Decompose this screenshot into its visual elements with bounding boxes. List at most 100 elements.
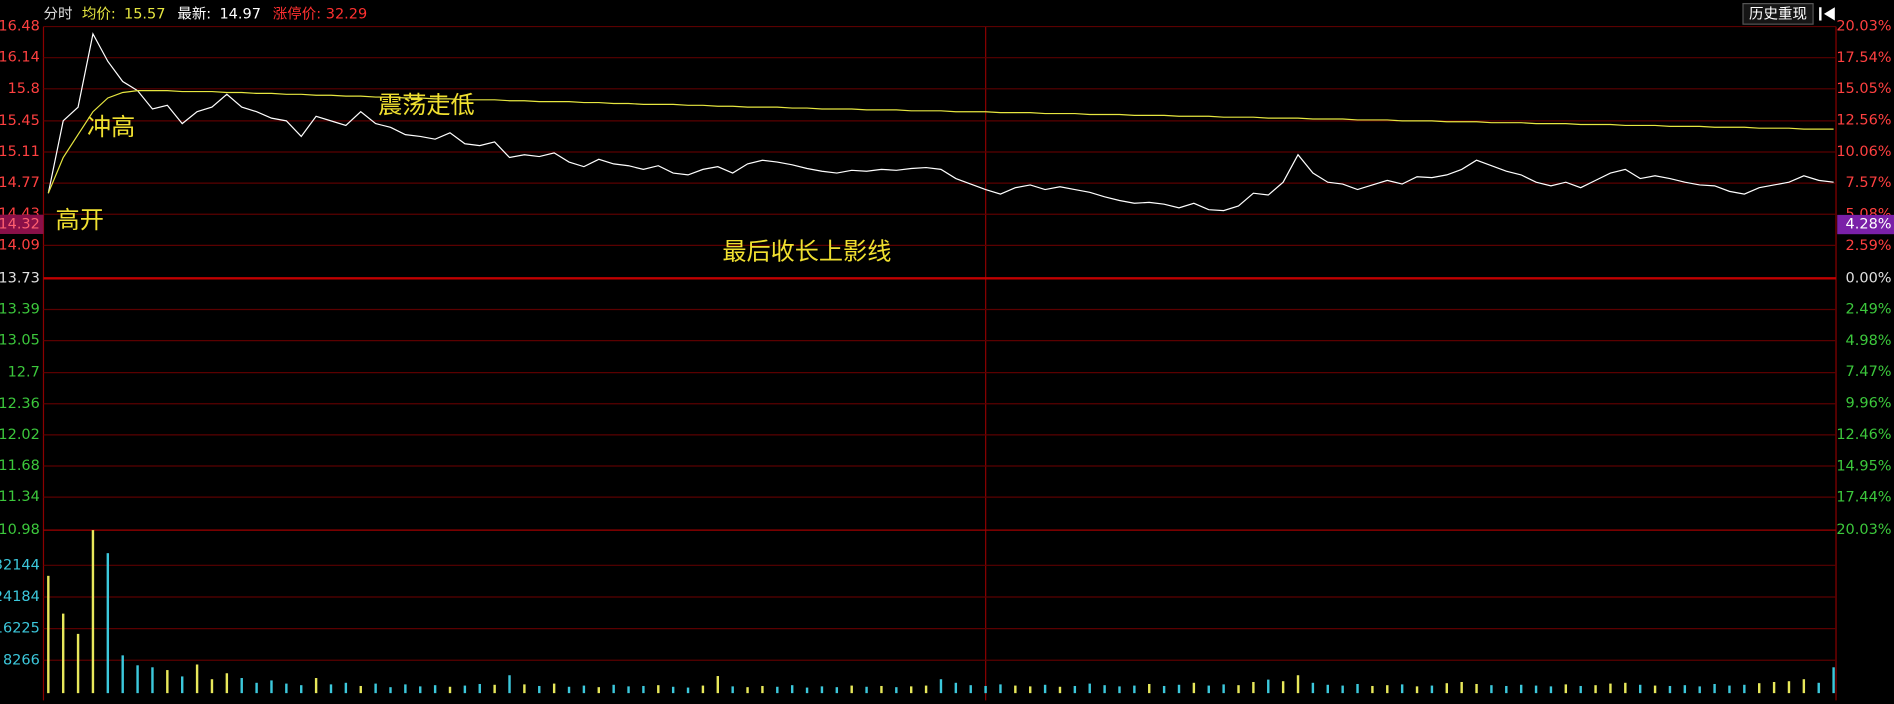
volume-bar: [1832, 667, 1835, 694]
collapse-icon[interactable]: [1819, 7, 1835, 21]
volume-bar: [1638, 684, 1642, 694]
volume-bar: [761, 685, 764, 694]
volume-bar: [1133, 685, 1136, 694]
volume-bar: [1772, 681, 1776, 694]
y-tick-label: 13.05: [0, 333, 40, 349]
volume-bar: [1460, 681, 1463, 694]
y-tick-label: 10.98: [0, 522, 40, 538]
volume-bar: [1683, 685, 1687, 694]
y2-tick-label: 12.46%: [1836, 427, 1891, 443]
volume-bar: [880, 685, 883, 694]
header-label: 分时: [43, 5, 72, 22]
button-label[interactable]: 历史重现: [1749, 5, 1807, 22]
volume-bar: [136, 665, 139, 694]
last-label: 最新:: [177, 5, 211, 22]
volume-bar: [776, 686, 779, 694]
history-button[interactable]: 历史重现: [1742, 3, 1814, 25]
icon-bar[interactable]: [1819, 7, 1822, 21]
volume-bar: [820, 686, 824, 694]
volume-bar: [76, 633, 80, 694]
volume-bar: [924, 685, 928, 694]
volume-bar: [731, 686, 734, 694]
volume-bar: [1252, 681, 1255, 694]
volume-bar: [344, 682, 348, 694]
volume-bar: [1475, 683, 1478, 694]
y-tick-label: 11.68: [0, 458, 40, 474]
volume-bar: [1073, 685, 1077, 694]
volume-bar: [1192, 682, 1196, 694]
volume-bar: [493, 684, 496, 694]
y2-tick-label: 0.00%: [1846, 270, 1892, 286]
volume-bar: [314, 678, 318, 694]
y2-tick-label: 2.49%: [1846, 302, 1892, 318]
volume-bar: [1549, 686, 1553, 694]
volume-bar: [419, 686, 422, 694]
volume-bar: [1014, 685, 1017, 694]
avg-value: 15.57: [124, 6, 165, 22]
volume-bar: [1743, 684, 1746, 694]
volume-bar: [567, 686, 571, 694]
volume-bar: [1534, 685, 1538, 694]
volume-bar: [523, 684, 526, 694]
volume-bar: [1058, 686, 1062, 694]
volume-tick-label: 24184: [0, 589, 40, 605]
volume-bar: [1237, 685, 1240, 694]
volume-bar: [1445, 683, 1449, 694]
labels: 16.4816.1415.815.4515.1114.7714.4314.091…: [0, 19, 1894, 668]
volume-bar: [582, 685, 586, 694]
volume-bar: [1713, 683, 1716, 694]
volume-bar: [285, 683, 288, 694]
volume-bar: [895, 687, 898, 694]
volume-bar: [671, 686, 675, 694]
volume-bar: [389, 687, 392, 694]
volume-bar: [210, 679, 214, 694]
volume-bar: [1653, 685, 1657, 694]
volume-tick-label: 32144: [0, 557, 40, 573]
volume-bar: [1668, 685, 1672, 694]
y-tick-label: 14.77: [0, 175, 40, 191]
volume-bar: [151, 667, 154, 694]
volume-bar: [1817, 682, 1820, 694]
volume-bar: [1490, 685, 1493, 694]
volume-bar: [999, 684, 1002, 694]
button-frame[interactable]: [1742, 3, 1814, 25]
volume-bar: [538, 685, 541, 694]
y2-tick-label: 17.44%: [1836, 490, 1891, 506]
volume-bar: [61, 613, 65, 694]
cursor-pct: 4.28%: [1846, 217, 1892, 233]
y2-tick-label: 4.98%: [1846, 333, 1892, 349]
volume-bar: [166, 670, 169, 694]
avg-label: 均价:: [82, 5, 116, 22]
y2-tick-label: 14.95%: [1836, 458, 1891, 474]
volume-bar: [225, 673, 229, 694]
volume-bar: [850, 685, 853, 694]
volume-bar: [359, 685, 362, 694]
volume-bar: [805, 687, 809, 694]
volume-bar: [478, 683, 481, 694]
volume-bar: [1222, 684, 1225, 694]
y-tick-label: 16.48: [0, 19, 40, 35]
volume-bar: [597, 687, 600, 694]
y2-tick-label: 7.57%: [1846, 175, 1892, 191]
volume-bar: [1281, 681, 1285, 694]
volume-bar: [909, 686, 913, 694]
volume-bar: [1505, 685, 1508, 694]
price-line: [47, 32, 1834, 212]
y-tick-label: 15.11: [0, 144, 40, 160]
y-tick-label: 12.02: [0, 427, 40, 443]
volume-bar: [1430, 685, 1434, 694]
volume-bar: [1162, 685, 1166, 694]
volume-bar: [790, 685, 794, 694]
y-tick-label: 14.09: [0, 237, 40, 253]
icon-arrow[interactable]: [1823, 7, 1835, 21]
volume-bar: [1609, 683, 1612, 694]
volume-bar: [1758, 683, 1761, 694]
y2-tick-label: 20.03%: [1836, 522, 1891, 538]
y-tick-label: 16.14: [0, 50, 40, 66]
volume-bar: [1728, 685, 1731, 694]
volume-bar: [612, 684, 615, 694]
volume-bar: [448, 686, 452, 694]
volume-bar: [1579, 685, 1582, 694]
volume-bar: [1371, 685, 1374, 694]
